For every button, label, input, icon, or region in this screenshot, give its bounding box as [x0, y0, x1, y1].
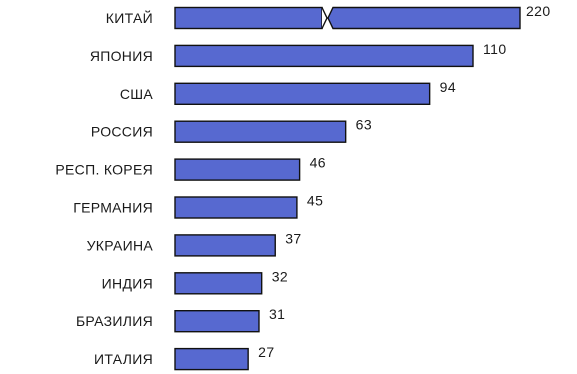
bar	[174, 234, 276, 257]
value-label: 37	[285, 230, 301, 246]
bar-row: РЕСП. КОРЕЯ 46	[55, 155, 326, 181]
bar-row: США 94	[120, 79, 456, 106]
bar-row: УКРАИНА 37	[87, 230, 301, 257]
bar-break-segment	[327, 6, 521, 30]
value-label: 220	[526, 3, 551, 19]
bar-row: РОССИЯ 63	[91, 117, 372, 143]
value-label: 46	[310, 155, 326, 171]
bar-row: БРАЗИЛИЯ 31	[76, 306, 285, 333]
value-label: 94	[440, 79, 456, 95]
bar	[174, 158, 301, 181]
bar-row: ИНДИЯ 32	[102, 268, 288, 295]
bar	[174, 272, 263, 295]
bar	[174, 310, 260, 333]
value-label: 31	[269, 306, 285, 322]
value-label: 110	[483, 41, 507, 57]
category-label: ИНДИЯ	[102, 275, 153, 291]
value-label: 32	[272, 268, 288, 284]
category-label: КИТАЙ	[106, 9, 153, 26]
bar-row: ЯПОНИЯ 110	[90, 41, 507, 68]
bar-break-mark	[321, 7, 328, 29]
category-label: РЕСП. КОРЕЯ	[55, 162, 153, 178]
bar	[174, 196, 298, 219]
bar	[174, 6, 323, 30]
category-label: ЯПОНИЯ	[90, 48, 153, 64]
bar	[174, 347, 249, 371]
category-label: США	[120, 86, 154, 102]
bar	[174, 82, 431, 106]
bar-row: КИТАЙ 220	[106, 3, 551, 30]
category-label: РОССИЯ	[91, 124, 153, 140]
value-label: 45	[307, 193, 323, 209]
category-label: ГЕРМАНИЯ	[73, 200, 153, 216]
bar	[174, 44, 474, 68]
bar-row: ГЕРМАНИЯ 45	[73, 193, 323, 219]
bar-row: ИТАЛИЯ 27	[94, 344, 274, 371]
value-label: 63	[356, 117, 372, 133]
bar	[174, 120, 347, 143]
category-label: ИТАЛИЯ	[94, 351, 153, 367]
value-label: 27	[258, 344, 274, 360]
category-label: БРАЗИЛИЯ	[76, 313, 153, 329]
category-label: УКРАИНА	[87, 237, 154, 253]
